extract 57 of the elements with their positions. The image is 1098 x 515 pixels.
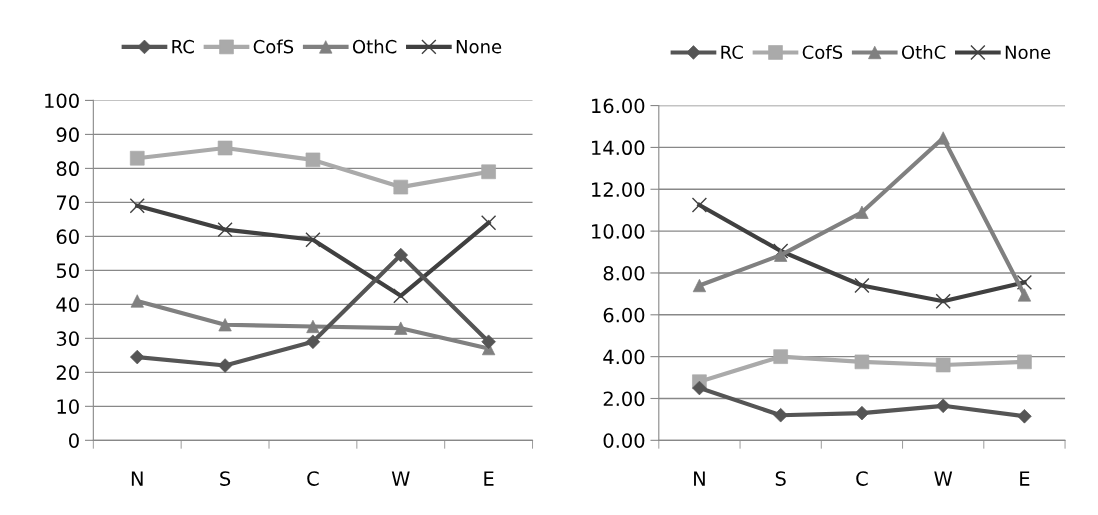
y-tick-label: 12.00 bbox=[592, 182, 645, 197]
y-tick-label: 50 bbox=[56, 263, 79, 279]
y-tick-label: 80 bbox=[56, 161, 79, 177]
point bbox=[935, 357, 951, 373]
y-tick-label: 0 bbox=[69, 433, 79, 448]
point bbox=[935, 293, 951, 309]
legend-label: CofS bbox=[802, 45, 843, 60]
legend-label: None bbox=[456, 40, 502, 54]
legend-label: None bbox=[1005, 45, 1051, 60]
point bbox=[129, 198, 145, 214]
y-tick-label: 0.00 bbox=[603, 433, 645, 448]
y-tick-label: 14.00 bbox=[592, 140, 645, 156]
legend-label: RC bbox=[721, 45, 743, 60]
point bbox=[773, 349, 788, 364]
x-tick-label: C bbox=[307, 471, 319, 486]
point bbox=[692, 278, 707, 293]
y-tick-label: 6.00 bbox=[603, 307, 645, 323]
point bbox=[305, 232, 321, 248]
x-tick-label: E bbox=[484, 471, 494, 486]
legend-label: OthC bbox=[901, 45, 946, 60]
point bbox=[393, 247, 408, 263]
x-tick-label: N bbox=[694, 471, 705, 486]
x-tick-label: N bbox=[131, 471, 143, 486]
x-tick-label: S bbox=[775, 471, 786, 486]
y-tick-label: 10 bbox=[57, 399, 79, 414]
y-tick-label: 16.00 bbox=[592, 98, 645, 114]
y-tick-label: 90 bbox=[56, 127, 79, 143]
y-tick-label: 100 bbox=[45, 93, 79, 109]
point bbox=[855, 205, 869, 219]
legend-label: OthC bbox=[352, 39, 397, 54]
x-tick-label: W bbox=[391, 471, 410, 486]
y-tick-label: 10.00 bbox=[592, 224, 645, 239]
x-tick-label: W bbox=[934, 471, 953, 486]
point bbox=[481, 164, 496, 180]
point bbox=[480, 215, 497, 231]
point bbox=[305, 152, 321, 168]
x-tick-label: S bbox=[220, 471, 231, 486]
y-tick-label: 60 bbox=[56, 229, 79, 245]
point bbox=[691, 197, 708, 213]
legend-label: RC bbox=[172, 39, 194, 54]
x-tick-label: E bbox=[1020, 471, 1030, 486]
point bbox=[1016, 274, 1033, 291]
y-tick-label: 20 bbox=[56, 365, 79, 381]
y-tick-label: 8.00 bbox=[603, 265, 645, 281]
y-tick-label: 4.00 bbox=[603, 349, 645, 365]
y-tick-label: 40 bbox=[56, 297, 79, 313]
y-tick-label: 70 bbox=[56, 195, 79, 211]
point bbox=[129, 150, 145, 166]
point bbox=[773, 243, 789, 259]
legend-label: CofS bbox=[253, 39, 294, 54]
point bbox=[393, 288, 409, 304]
x-tick-label: C bbox=[856, 471, 868, 486]
point bbox=[854, 277, 870, 294]
y-tick-label: 30 bbox=[56, 331, 79, 347]
point bbox=[130, 349, 145, 365]
y-tick-label: 2.00 bbox=[603, 391, 645, 407]
point bbox=[217, 221, 233, 238]
